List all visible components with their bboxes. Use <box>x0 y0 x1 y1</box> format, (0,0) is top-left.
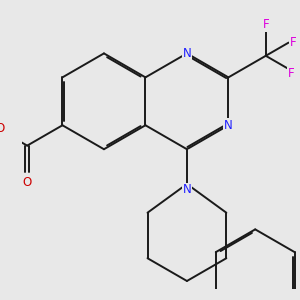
Text: F: F <box>288 67 294 80</box>
Text: F: F <box>262 18 269 31</box>
Text: N: N <box>183 47 191 60</box>
Text: O: O <box>0 122 5 135</box>
Text: O: O <box>22 176 32 189</box>
Text: F: F <box>290 36 296 49</box>
Text: N: N <box>224 119 233 132</box>
Text: N: N <box>183 184 191 196</box>
